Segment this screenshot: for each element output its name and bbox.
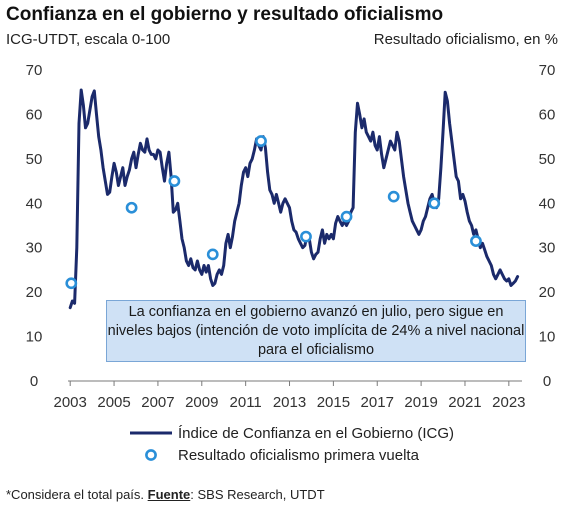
chart-title: Confianza en el gobierno y resultado ofi…: [6, 4, 444, 25]
x-tick-label: 2015: [317, 394, 350, 411]
election-result-marker: [300, 230, 312, 243]
x-tick-label: 2013: [273, 394, 306, 411]
y-tick-label-left: 70: [26, 62, 43, 79]
x-tick-label: 2005: [97, 394, 130, 411]
election-result-marker: [255, 135, 267, 147]
y-tick-label-left: 20: [26, 284, 43, 301]
footnote-source-text: : SBS Research, UTDT: [190, 487, 325, 502]
x-tick-label: 2007: [141, 394, 174, 411]
y-tick-label-left: 30: [26, 240, 43, 257]
footnote-source-label: Fuente: [147, 487, 191, 502]
election-result-marker: [168, 175, 181, 187]
left-axis-label: ICG-UTDT, escala 0-100: [6, 31, 171, 48]
y-tick-label-right: 30: [539, 240, 556, 257]
x-tick-label: 2017: [361, 394, 394, 411]
y-tick-label-right: 70: [539, 62, 556, 79]
legend-label-result: Resultado oficialismo primera vuelta: [178, 447, 420, 464]
y-tick-label-right: 20: [539, 284, 556, 301]
y-tick-label-right: 10: [539, 329, 556, 346]
election-result-marker: [340, 210, 353, 223]
x-tick-label: 2009: [185, 394, 218, 411]
y-tick-label-left: 40: [26, 195, 43, 212]
footnote: *Considera el total país. Fuente: SBS Re…: [6, 487, 325, 502]
x-tick-label: 2021: [448, 394, 481, 411]
election-result-marker: [206, 248, 219, 261]
y-tick-label-left: 50: [26, 151, 43, 168]
election-result-marker: [125, 201, 138, 214]
legend-marker-swatch: [145, 449, 157, 461]
y-tick-label-right: 40: [539, 195, 556, 212]
right-axis-label: Resultado oficialismo, en %: [373, 31, 558, 48]
footnote-prefix: *Considera el total país.: [6, 487, 148, 502]
election-result-marker: [470, 235, 482, 247]
legend-label-icg: Índice de Confianza en el Gobierno (ICG): [178, 425, 454, 442]
y-tick-label-left: 60: [26, 106, 43, 123]
annotation-box: La confianza en el gobierno avanzó en ju…: [106, 300, 526, 362]
x-tick-label: 2011: [230, 394, 262, 411]
y-tick-label-left: 0: [30, 373, 38, 390]
y-tick-label-left: 10: [26, 329, 43, 346]
y-tick-label-right: 50: [539, 151, 556, 168]
x-tick-label: 2003: [54, 394, 87, 411]
y-tick-label-right: 60: [539, 106, 556, 123]
election-result-marker: [387, 190, 400, 203]
icg-series-line: [68, 88, 520, 310]
x-tick-label: 2023: [492, 394, 525, 411]
x-tick-label: 2019: [404, 394, 437, 411]
election-result-marker: [428, 197, 441, 210]
y-tick-label-right: 0: [543, 373, 551, 390]
election-result-marker: [65, 277, 78, 290]
